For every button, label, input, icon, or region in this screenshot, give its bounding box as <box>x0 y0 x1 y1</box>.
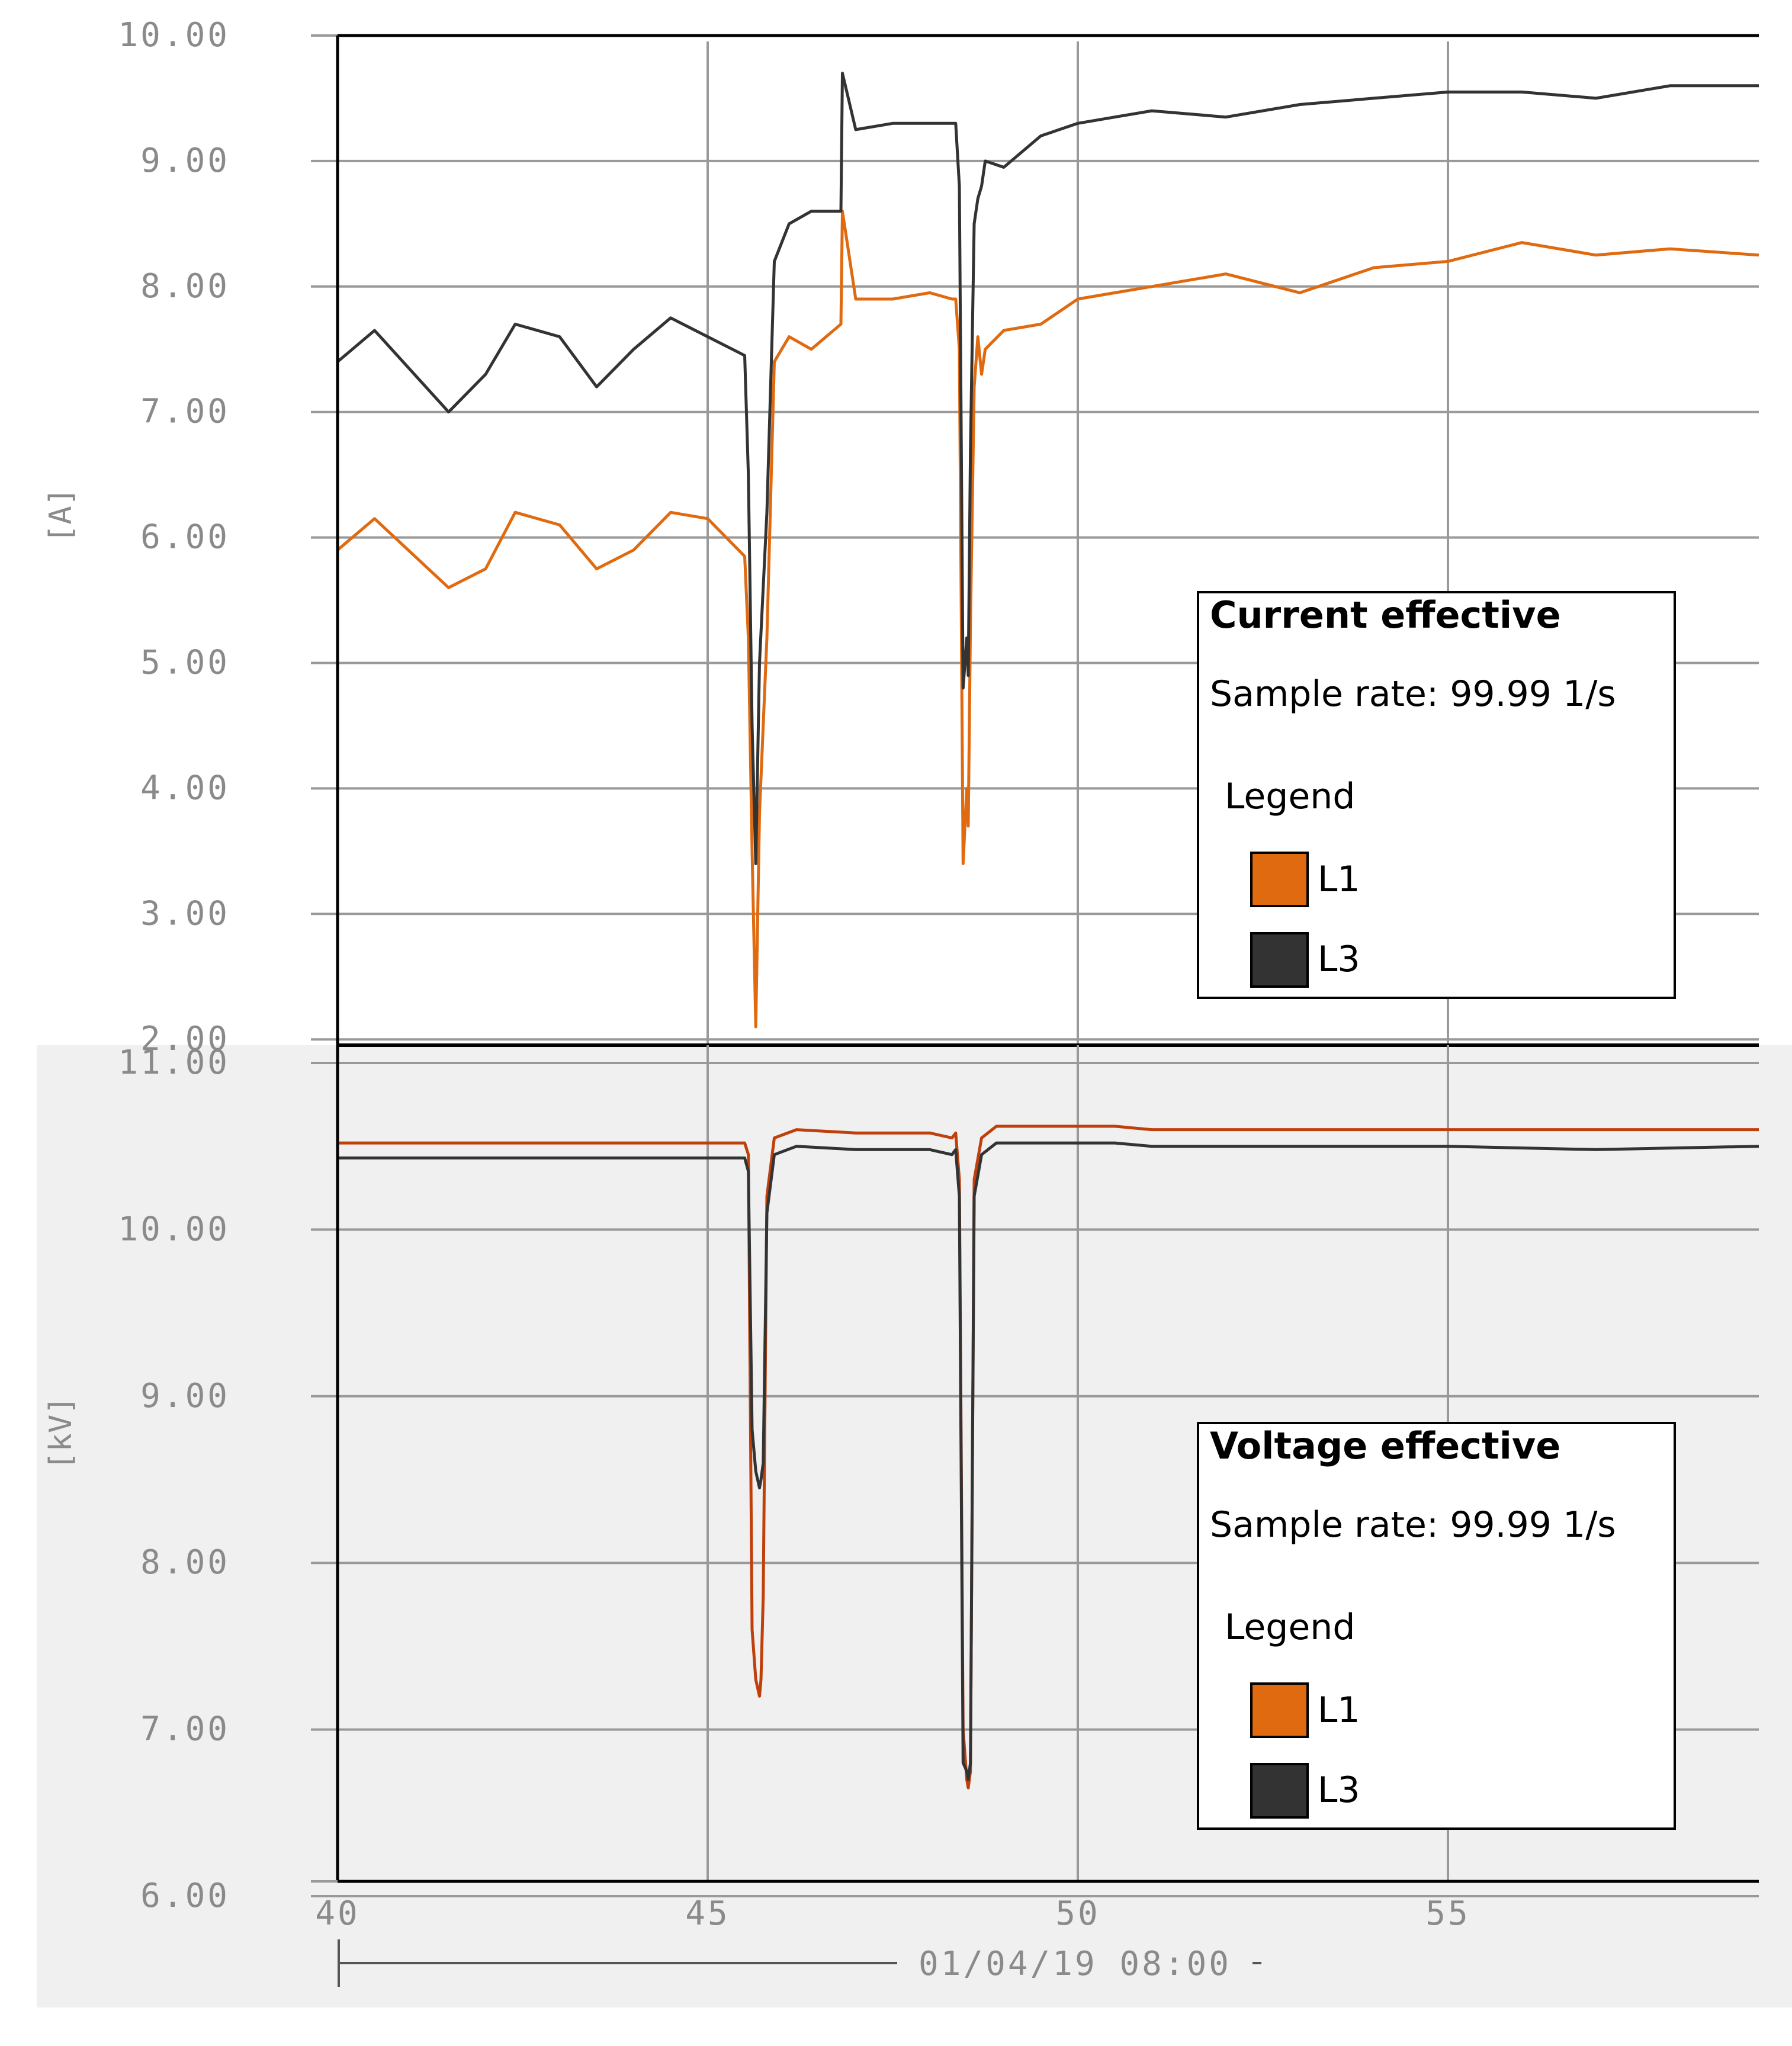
xtick-label-45: 45 <box>685 1894 730 1933</box>
voltage-ytick-label: 8.00 <box>140 1543 230 1582</box>
voltage-legend-heading: Legend <box>1225 1607 1355 1648</box>
current-ytick-label: 8.00 <box>140 267 230 306</box>
current-legend-sample-rate: Sample rate: 99.99 1/s <box>1210 673 1616 715</box>
voltage-ytick-label: 7.00 <box>140 1710 230 1749</box>
time-axis-label: 01/04/19 08:00 <box>919 1945 1231 1983</box>
voltage-legend-sample-rate: Sample rate: 99.99 1/s <box>1210 1504 1616 1546</box>
current-ytick-label: 3.00 <box>140 894 230 933</box>
current-legend-heading: Legend <box>1225 776 1355 817</box>
voltage-legend-title: Voltage effective <box>1210 1424 1560 1467</box>
voltage-ylabel: [kV] <box>43 1396 79 1470</box>
current-series-l1 <box>336 210 1759 1029</box>
voltage-ytick-label: 6.00 <box>140 1877 230 1915</box>
voltage-ytick-label: 9.00 <box>140 1377 230 1415</box>
xtick-label-55: 55 <box>1425 1894 1470 1933</box>
voltage-legend-label-l3: L3 <box>1318 1769 1360 1811</box>
voltage-chart-panel: 11.00 10.00 9.00 8.00 7.00 6.00 [kV] 40 45 50 55 <box>43 1039 1759 1933</box>
voltage-series-l1 <box>338 1125 1759 1790</box>
current-ytick-label: 2.00 <box>140 1020 230 1058</box>
xtick-label-40: 40 <box>315 1894 359 1933</box>
voltage-legend-label-l1: L1 <box>1318 1690 1360 1731</box>
current-series-l3 <box>336 72 1759 865</box>
current-legend-title: Current effective <box>1210 593 1561 637</box>
current-legend: Current effective Sample rate: 99.99 1/s… <box>1197 591 1676 999</box>
current-ytick-label: 5.00 <box>140 644 230 682</box>
current-ytick-label: 6.00 <box>140 518 230 557</box>
current-ytick-label: 7.00 <box>140 393 230 431</box>
current-legend-label-l1: L1 <box>1318 859 1360 900</box>
xtick-label-50: 50 <box>1055 1894 1100 1933</box>
voltage-legend-box <box>1197 1422 1676 1830</box>
current-ytick-label: 9.00 <box>140 142 230 180</box>
current-legend-label-l3: L3 <box>1318 939 1360 980</box>
current-ytick-label: 10.00 <box>118 16 230 54</box>
time-axis: 01/04/19 08:00 <box>338 1939 1261 1987</box>
current-legend-swatch-l3 <box>1250 932 1309 988</box>
voltage-legend: Voltage effective Sample rate: 99.99 1/s… <box>1197 1422 1676 1830</box>
current-ytick-label: 4.00 <box>140 769 230 807</box>
current-ylabel: [A] <box>43 487 79 543</box>
voltage-ytick-label: 10.00 <box>118 1210 230 1248</box>
voltage-legend-swatch-l3 <box>1250 1763 1309 1819</box>
voltage-legend-swatch-l1 <box>1250 1682 1309 1738</box>
current-legend-box <box>1197 591 1676 999</box>
current-legend-swatch-l1 <box>1250 852 1309 907</box>
voltage-series-l3 <box>338 1141 1759 1781</box>
voltage-ytick-label: 11.00 <box>118 1043 230 1082</box>
